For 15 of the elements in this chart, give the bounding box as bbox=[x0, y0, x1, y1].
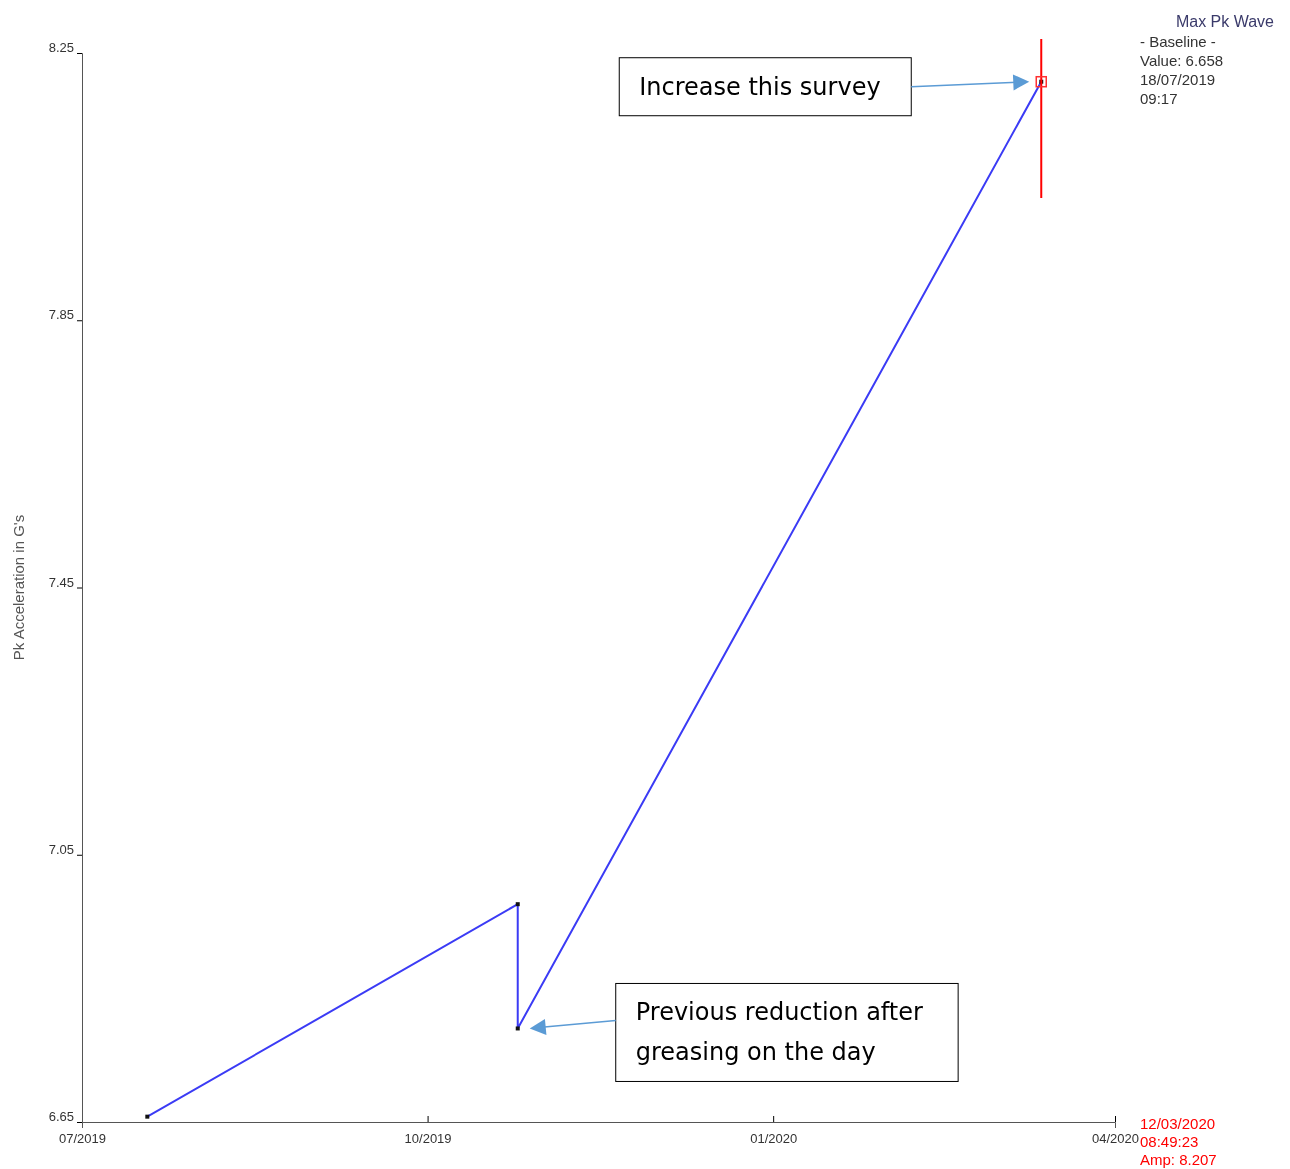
y-tick-label: 7.85 bbox=[48, 307, 74, 323]
y-tick-label: 7.45 bbox=[48, 574, 74, 590]
x-tick-label: 04/2020 bbox=[1092, 1130, 1139, 1146]
y-tick-label: 6.65 bbox=[48, 1109, 74, 1125]
x-tick-label: 07/2019 bbox=[59, 1130, 106, 1146]
text: Max Pk Wave bbox=[1175, 13, 1275, 30]
text: - Baseline - Value: 6.658 18/07/2019 09:17 bbox=[1140, 33, 1224, 107]
x-tick-label: 10/2019 bbox=[404, 1130, 452, 1146]
annotation: Previous reduction after greasing on the day bbox=[635, 998, 924, 1067]
y-tick-label: 8.25 bbox=[48, 40, 74, 56]
y-tick-label: 7.05 bbox=[48, 841, 74, 857]
annotation: Increase this survey bbox=[639, 72, 881, 101]
ref-line-label: 12/03/2020 08:49:23 Amp: 8.207 bbox=[1140, 1115, 1217, 1168]
x-tick-label: 01/2020 bbox=[750, 1130, 798, 1146]
y-axis-title: Pk Acceleration in G's bbox=[10, 514, 27, 661]
